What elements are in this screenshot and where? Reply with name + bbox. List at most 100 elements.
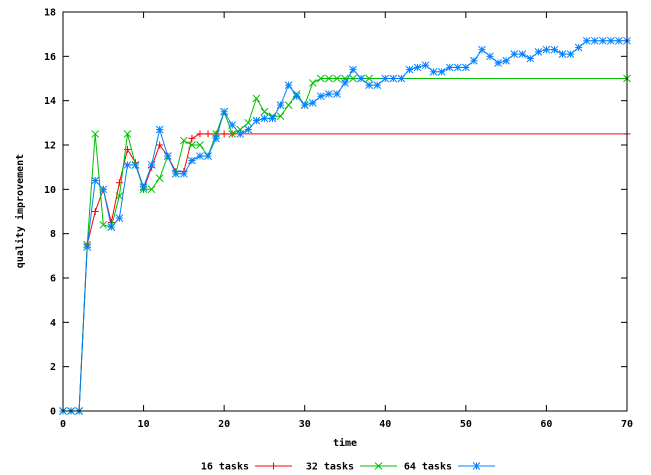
x-axis-label: time: [333, 437, 357, 449]
data-point: [421, 61, 430, 70]
legend-label: 64 tasks: [404, 462, 452, 473]
data-point: [308, 99, 317, 107]
data-point: [115, 214, 124, 223]
legend-label: 16 tasks: [201, 462, 249, 473]
data-point: [180, 136, 188, 145]
data-point: [445, 63, 454, 72]
data-point: [212, 134, 220, 143]
data-point: [534, 48, 543, 56]
data-point: [437, 67, 446, 76]
data-point: [349, 65, 357, 74]
x-axis: 0 10 20 30 40 50 60 70: [60, 12, 633, 430]
data-point: [260, 107, 269, 116]
data-point: [284, 101, 293, 109]
legend-item: 64 tasks: [404, 462, 495, 473]
data-point: [308, 79, 317, 87]
data-point: [542, 45, 551, 54]
legend-swatch-marker: [374, 462, 383, 470]
x-tick-label: 20: [218, 419, 230, 430]
y-tick-label: 18: [44, 8, 56, 19]
data-point: [325, 90, 333, 98]
plot-series-layer: [59, 36, 631, 415]
legend-label: 32 tasks: [306, 462, 354, 473]
data-point: [607, 36, 615, 45]
plot-frame: [62, 11, 628, 412]
x-tick-label: 40: [379, 419, 391, 430]
y-axis-label: quality improvement: [14, 154, 26, 268]
data-point: [220, 130, 228, 138]
data-point: [155, 174, 164, 183]
x-tick-label: 10: [138, 419, 150, 430]
data-point: [470, 56, 478, 65]
data-point: [486, 52, 494, 61]
data-point: [188, 134, 196, 142]
data-point: [204, 152, 212, 160]
data-point: [156, 141, 164, 149]
data-point: [357, 74, 365, 83]
data-point: [510, 50, 519, 58]
data-point: [244, 118, 253, 127]
x-tick-label: 30: [299, 419, 311, 430]
data-point: [99, 220, 108, 229]
data-point: [115, 179, 123, 187]
data-point: [155, 125, 164, 134]
data-point: [502, 56, 510, 65]
y-tick-label: 6: [50, 274, 56, 285]
data-point: [123, 130, 132, 138]
y-tick-label: 4: [50, 318, 56, 329]
data-point: [276, 101, 285, 109]
y-tick-label: 12: [44, 141, 56, 152]
x-tick-label: 70: [621, 419, 633, 430]
legend-swatch-marker: [472, 462, 481, 470]
data-point: [188, 156, 196, 165]
series-3: [59, 36, 631, 415]
data-point: [91, 130, 100, 138]
data-point: [196, 141, 204, 149]
legend: 16 tasks 32 tasks 64 tasks: [201, 462, 495, 473]
y-tick-label: 0: [50, 407, 56, 418]
y-tick-label: 8: [50, 229, 56, 240]
series-line: [63, 78, 627, 412]
y-tick-label: 14: [44, 96, 56, 107]
data-point: [204, 130, 212, 138]
x-tick-label: 50: [460, 419, 472, 430]
data-point: [276, 112, 285, 121]
data-point: [365, 81, 374, 90]
data-point: [171, 169, 180, 178]
data-point: [558, 50, 567, 58]
data-point: [147, 185, 156, 194]
data-point: [566, 50, 575, 58]
data-point: [389, 74, 398, 83]
data-point: [284, 81, 293, 90]
data-point: [494, 59, 502, 67]
data-point: [574, 43, 583, 52]
data-point: [147, 161, 156, 169]
data-point: [349, 74, 357, 83]
data-point: [300, 101, 309, 109]
data-point: [413, 63, 422, 72]
data-point: [381, 74, 390, 83]
data-point: [107, 223, 116, 231]
data-point: [526, 54, 535, 63]
data-point: [244, 125, 253, 134]
data-point: [131, 161, 140, 169]
data-point: [292, 92, 301, 101]
data-point: [365, 74, 374, 83]
data-point: [91, 208, 99, 215]
data-point: [316, 92, 325, 101]
data-point: [316, 74, 325, 83]
data-point: [139, 183, 148, 191]
data-point: [123, 161, 132, 169]
data-point: [99, 185, 108, 194]
data-point: [180, 169, 188, 178]
series-1: [59, 130, 631, 415]
data-point: [188, 141, 196, 149]
data-point: [615, 36, 623, 45]
legend-item: 32 tasks: [306, 462, 397, 473]
legend-swatch-marker: [270, 462, 277, 470]
data-point: [373, 81, 382, 90]
data-point: [236, 130, 245, 138]
data-point: [453, 63, 462, 72]
data-point: [333, 90, 341, 98]
